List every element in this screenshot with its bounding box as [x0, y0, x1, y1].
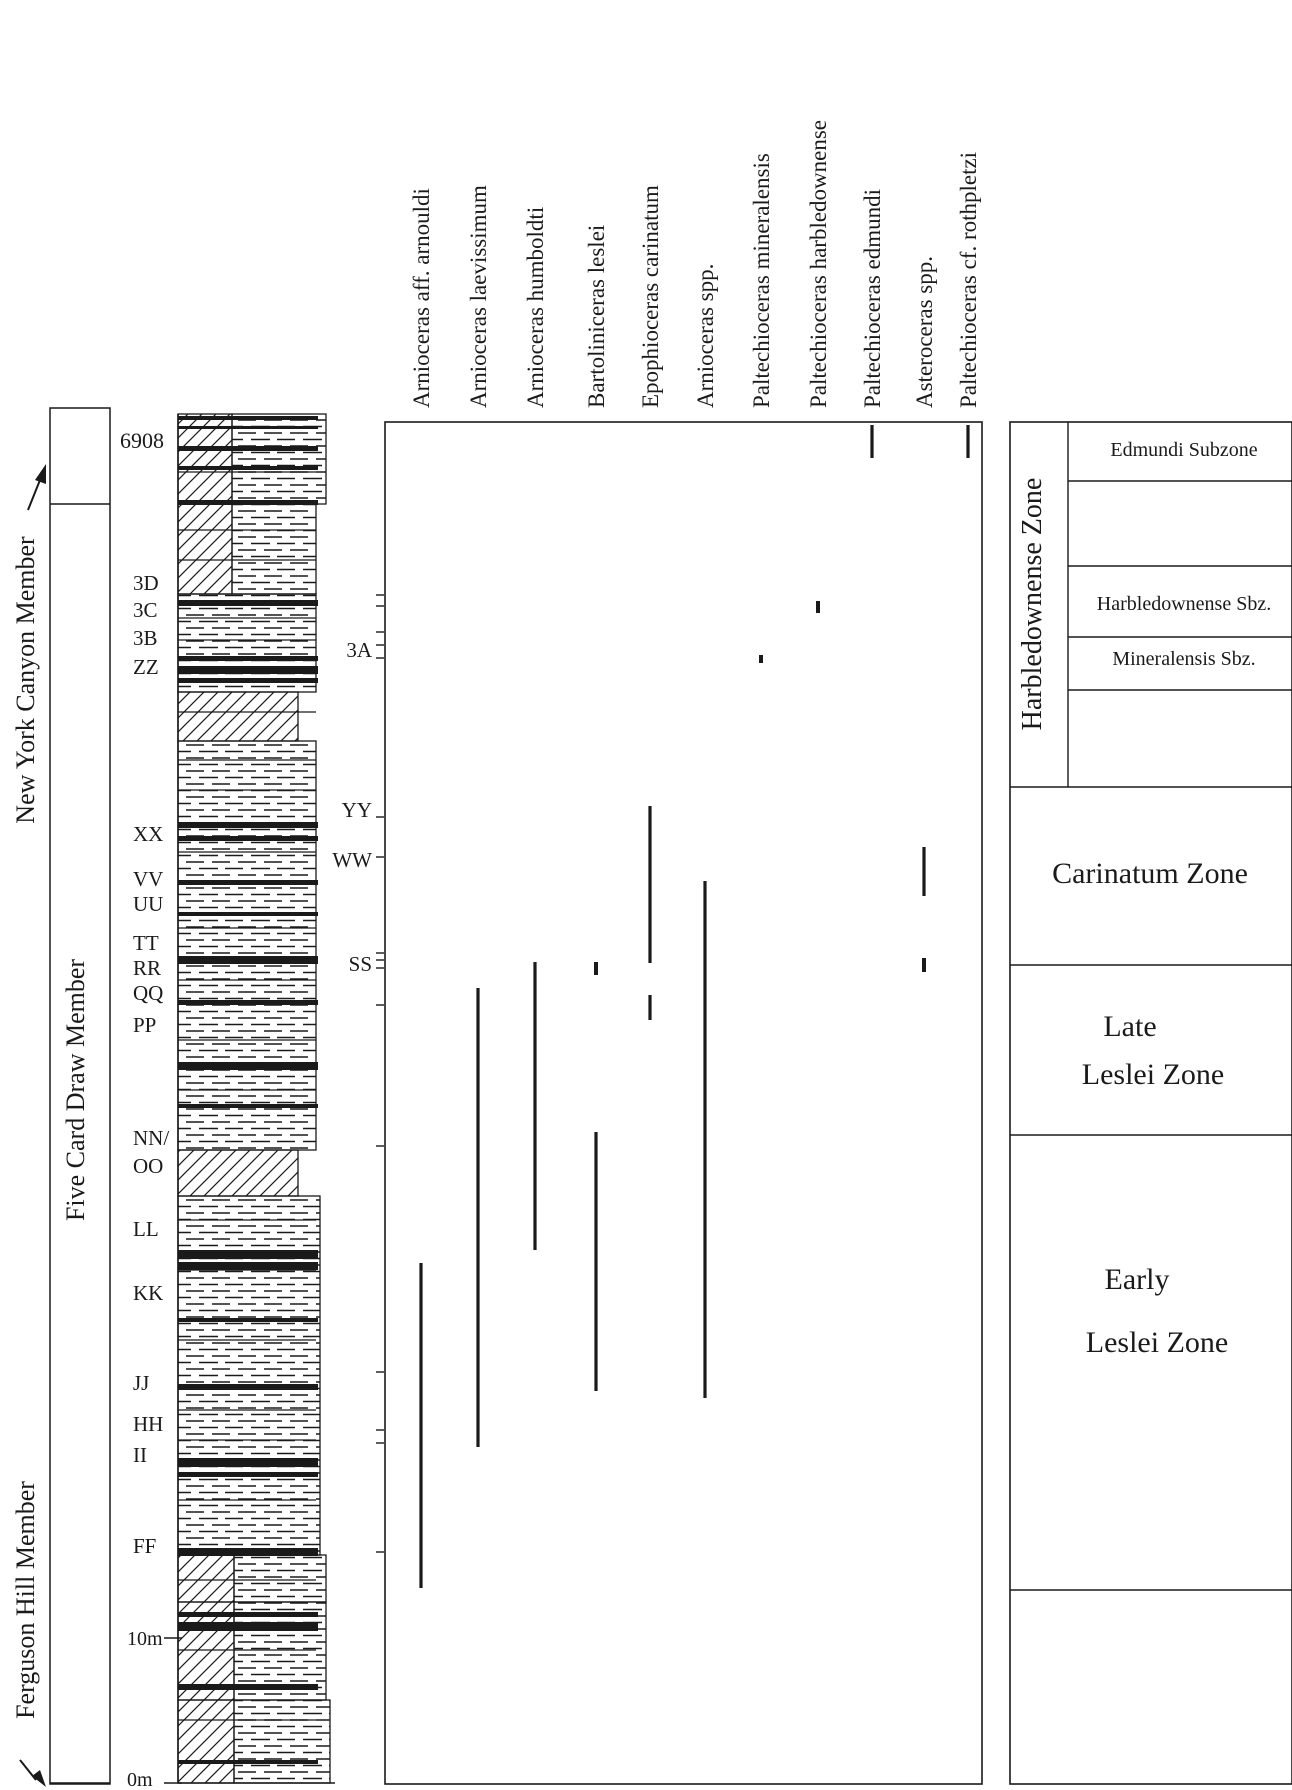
zone-column: Harbledownense Zone Edmundi Subzone Harb…: [1009, 421, 1292, 1785]
litho-unit: [177, 1699, 331, 1784]
bed-label: OO: [133, 1154, 163, 1178]
bed-label: JJ: [133, 1371, 149, 1395]
bed-label: ZZ: [133, 655, 159, 679]
boundary-arrow-upper: [27, 464, 46, 511]
subzone-label-edmundi: Edmundi Subzone: [1110, 439, 1257, 461]
bed-label: II: [133, 1443, 147, 1467]
limestone-bed: [178, 416, 318, 420]
bed-label: LL: [133, 1217, 159, 1241]
bed-label: XX: [133, 822, 163, 846]
limestone-bed: [178, 1250, 318, 1259]
limestone-bed: [178, 600, 318, 606]
zone-label-early-leslei-line2: Leslei Zone: [1086, 1326, 1228, 1359]
limestone-bed: [178, 1384, 318, 1390]
bed-label: WW: [332, 848, 372, 872]
limestone-bed: [178, 1000, 318, 1005]
limestone-bed: [178, 912, 318, 916]
zone-label-late-leslei-line1: Late: [1103, 1010, 1156, 1043]
subzone-label-harbledownense: Harbledownense Sbz.: [1097, 593, 1271, 615]
taxon-range-bars: [419, 425, 970, 1588]
taxon-label: Bartoliniceras leslei: [584, 225, 609, 408]
limestone-bed: [178, 1472, 318, 1477]
subzone-label-mineralensis: Mineralensis Sbz.: [1112, 648, 1255, 670]
limestone-bed: [178, 678, 318, 683]
bed-label: VV: [133, 867, 163, 891]
bed-label: NN/: [133, 1126, 169, 1150]
scale-label-10m: 10m: [127, 1628, 163, 1650]
member-label-new-york-canyon: New York Canyon Member: [11, 536, 40, 824]
litho-unit: [177, 691, 299, 742]
zone-label-early-leslei-line1: Early: [1105, 1263, 1170, 1296]
scale-tick-10m: 10m: [127, 1628, 182, 1650]
limestone-bed: [178, 446, 318, 451]
bed-label: QQ: [133, 981, 163, 1005]
member-label-five-card-draw: Five Card Draw Member: [61, 959, 90, 1221]
litho-unit: [177, 1195, 321, 1556]
scale-tick-0m: 0m: [127, 1769, 182, 1790]
taxon-label: Paltechioceras edmundi: [860, 189, 885, 408]
litho-unit: [177, 593, 317, 693]
member-column: New York Canyon Member Five Card Draw Me…: [11, 407, 111, 1787]
taxon-label: Arnioceras spp.: [693, 264, 718, 408]
limestone-bed: [178, 1104, 318, 1108]
limestone-bed: [178, 956, 318, 964]
zone-label-late-leslei-line2: Leslei Zone: [1082, 1058, 1224, 1091]
bed-labels-right: 3A YY WW SS: [332, 594, 384, 1553]
bed-label: SS: [349, 952, 372, 976]
litho-unit: [177, 503, 317, 595]
limestone-bed: [178, 1622, 318, 1631]
limestone-bed: [178, 1612, 318, 1617]
limestone-bed: [178, 1684, 318, 1690]
limestone-bed: [178, 426, 318, 429]
taxon-label: Paltechioceras mineralensis: [749, 153, 774, 408]
taxon-labels: Arnioceras aff. arnouldi Arnioceras laevi…: [409, 120, 981, 408]
limestone-bed: [178, 1760, 318, 1764]
bed-label: KK: [133, 1281, 163, 1305]
bed-label: HH: [133, 1412, 163, 1436]
member-label-ferguson-hill: Ferguson Hill Member: [11, 1481, 40, 1719]
limestone-bed: [178, 1458, 318, 1467]
limestone-bed: [178, 1318, 318, 1322]
bed-label: TT: [133, 931, 159, 955]
lithologic-column: [177, 413, 335, 1784]
taxon-label: Arnioceras laevissimum: [466, 185, 491, 408]
litho-unit: [177, 1149, 299, 1197]
taxon-label: Paltechioceras harbledownense: [806, 120, 831, 408]
litho-unit: [177, 1554, 327, 1603]
litho-unit: [177, 740, 317, 1151]
bed-label: 3A: [346, 638, 373, 662]
taxon-label: Arnioceras humboldti: [523, 207, 548, 408]
bed-label: 3D: [133, 571, 159, 595]
bed-label: RR: [133, 956, 161, 980]
taxon-label: Arnioceras aff. arnouldi: [409, 188, 434, 408]
section-number-label: 6908: [120, 428, 164, 453]
boundary-arrow-lower: [19, 1759, 46, 1787]
taxon-label: Asteroceras spp.: [912, 256, 937, 408]
limestone-bed: [178, 500, 318, 505]
limestone-bed: [178, 656, 318, 661]
bed-label: YY: [342, 798, 372, 822]
taxon-label: Paltechioceras cf. rothpletzi: [956, 152, 981, 408]
limestone-bed: [178, 822, 318, 828]
zone-label-carinatum: Carinatum Zone: [1052, 857, 1248, 890]
bed-label: PP: [133, 1013, 156, 1037]
limestone-bed: [178, 836, 318, 841]
scale-label-0m: 0m: [127, 1769, 153, 1790]
limestone-bed: [178, 666, 318, 674]
limestone-bed: [178, 880, 318, 885]
range-chart-frame: [384, 421, 983, 1785]
bed-label: FF: [133, 1534, 156, 1558]
zone-label-harbledownense: Harbledownense Zone: [1017, 478, 1048, 731]
bed-label: 3B: [133, 626, 158, 650]
limestone-bed: [178, 466, 318, 470]
bed-label: 3C: [133, 598, 158, 622]
taxon-label: Epophioceras carinatum: [638, 185, 663, 408]
limestone-bed: [178, 1062, 318, 1070]
limestone-bed: [178, 1262, 318, 1270]
limestone-bed: [178, 1548, 318, 1556]
bed-label: UU: [133, 892, 163, 916]
litho-unit: [177, 1601, 327, 1701]
